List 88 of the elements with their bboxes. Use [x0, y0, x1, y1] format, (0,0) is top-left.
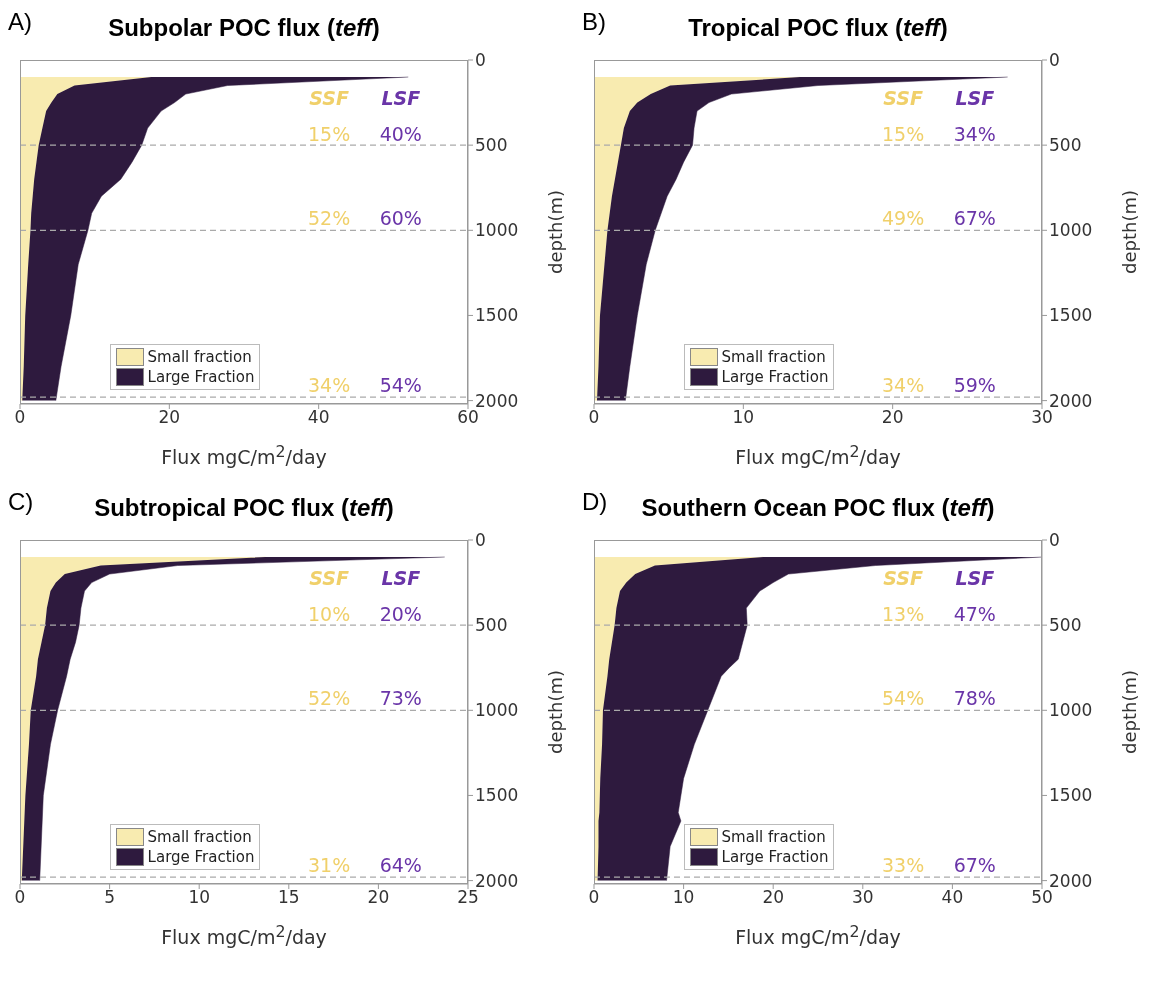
chart-title: Subpolar POC flux (teff) [108, 14, 380, 41]
y-axis-title: depth(m) [1119, 670, 1141, 755]
legend-label: Small fraction [721, 827, 826, 848]
annotation: 10% [308, 603, 351, 626]
text: C) [8, 488, 34, 517]
annotation: 15% [308, 122, 351, 145]
annotation: 64% [379, 854, 422, 877]
y-tick-label: 0 [1049, 530, 1060, 551]
y-tick-label: 500 [1049, 135, 1082, 156]
annotation: SSF [883, 567, 923, 590]
y-tick-label: 1000 [1049, 700, 1093, 721]
annotation: LSF [955, 567, 995, 590]
y-tick-label: 1000 [475, 700, 519, 721]
y-tick-label: 1500 [475, 305, 519, 326]
annotation: LSF [955, 86, 995, 109]
x-tick-label: 10 [672, 887, 695, 908]
x-axis-title: Flux mgC/m$^{2}$/day [160, 922, 328, 949]
annotation: 78% [953, 687, 996, 710]
x-tick-label: 0 [14, 887, 26, 908]
y-tick-label: 500 [1049, 615, 1082, 636]
legend-label: Large Fraction [147, 847, 255, 868]
annotation: 33% [882, 854, 925, 877]
y-tick-label: 1500 [475, 785, 519, 806]
x-tick-label: 10 [732, 407, 755, 428]
legend-label: Small fraction [147, 347, 252, 367]
x-tick-label: 20 [881, 407, 904, 428]
annotation: 67% [953, 854, 996, 877]
y-tick-label: 500 [475, 135, 508, 156]
y-axis-title: depth(m) [1119, 190, 1141, 274]
y-tick-label: 0 [475, 530, 486, 551]
x-tick-label: 0 [14, 407, 26, 428]
annotation: 54% [882, 687, 925, 710]
legend-label: Large Fraction [721, 847, 829, 868]
x-tick-label: 40 [307, 407, 330, 428]
chart-title: Subtropical POC flux (teff) [94, 494, 394, 522]
y-tick-label: 1500 [1049, 785, 1093, 806]
annotation: 60% [379, 207, 422, 230]
y-tick-label: 0 [1049, 50, 1060, 71]
chart-title: Tropical POC flux (teff) [688, 14, 948, 41]
annotation: 34% [308, 374, 351, 397]
annotation: 47% [953, 603, 996, 626]
annotation: SSF [309, 567, 349, 590]
annotation: 34% [882, 374, 925, 397]
annotation: 54% [379, 374, 422, 397]
annotation: 40% [379, 122, 422, 145]
x-tick-label: 20 [158, 407, 181, 428]
annotation: 67% [953, 207, 996, 230]
y-axis-title: depth(m) [545, 190, 567, 274]
chart-title: Southern Ocean POC flux (teff) [641, 494, 995, 522]
x-tick-label: 20 [367, 887, 390, 908]
annotation: 49% [882, 207, 925, 230]
x-axis-title: Flux mgC/m$^{2}$/day [160, 442, 328, 469]
x-tick-label: 5 [104, 887, 116, 908]
x-tick-label: 15 [277, 887, 300, 908]
text: B) [582, 8, 606, 36]
annotation: LSF [381, 86, 421, 109]
annotation: 73% [379, 687, 422, 710]
y-axis-title: depth(m) [545, 670, 567, 755]
y-tick-label: 1000 [475, 220, 519, 241]
annotation: 13% [882, 603, 925, 626]
annotation: LSF [381, 567, 421, 590]
annotation: 52% [308, 207, 351, 230]
annotation: 15% [882, 122, 925, 145]
annotation: SSF [883, 86, 923, 109]
x-tick-label: 10 [188, 887, 211, 908]
y-tick-label: 1000 [1049, 220, 1093, 241]
y-tick-label: 500 [475, 615, 508, 636]
x-tick-label: 20 [762, 887, 785, 908]
annotation: SSF [309, 86, 349, 109]
y-tick-label: 0 [475, 50, 486, 71]
legend-label: Large Fraction [147, 367, 255, 387]
x-axis-title: Flux mgC/m$^{2}$/day [734, 922, 902, 949]
x-tick-label: 30 [851, 887, 874, 908]
text: A) [8, 8, 32, 36]
annotation: 59% [953, 374, 996, 397]
x-axis-title: Flux mgC/m$^{2}$/day [734, 442, 902, 469]
x-tick-label: 0 [588, 407, 600, 428]
legend-label: Small fraction [147, 827, 252, 848]
annotation: 52% [308, 687, 351, 710]
text: D) [582, 488, 608, 517]
annotation: 20% [379, 603, 422, 626]
legend-label: Large Fraction [721, 367, 829, 387]
x-tick-label: 40 [941, 887, 964, 908]
annotation: 34% [953, 122, 996, 145]
legend-label: Small fraction [721, 347, 826, 367]
annotation: 31% [308, 854, 351, 877]
y-tick-label: 1500 [1049, 305, 1093, 326]
x-tick-label: 0 [588, 887, 600, 908]
